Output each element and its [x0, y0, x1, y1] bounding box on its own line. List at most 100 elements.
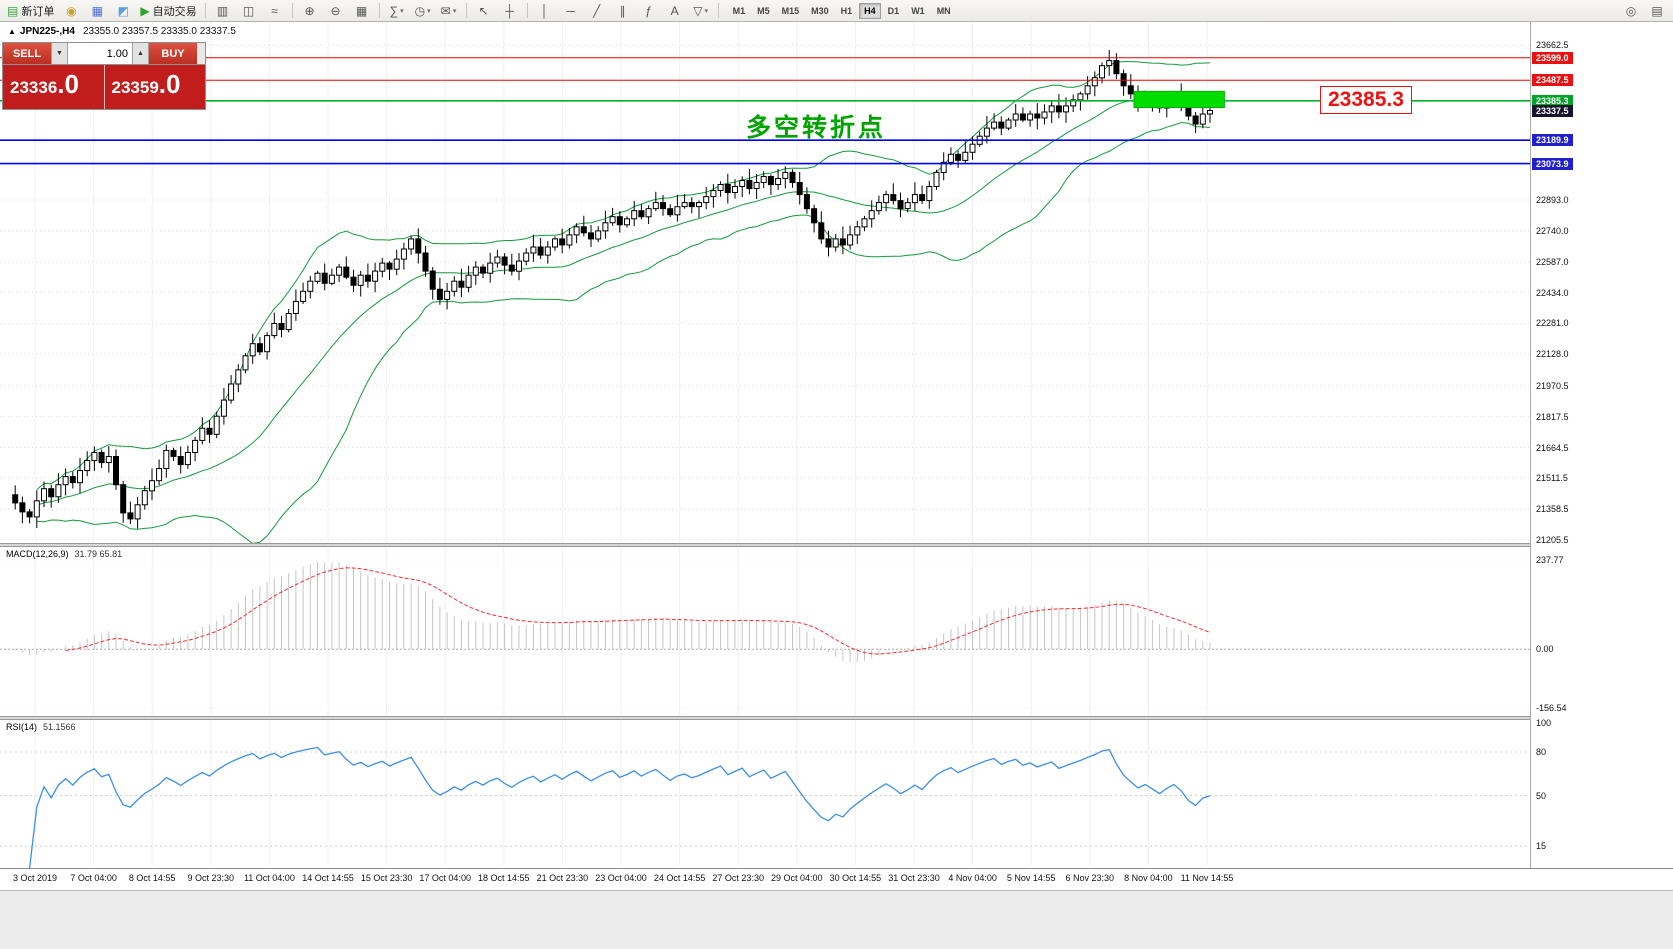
search-button[interactable]: ◎ — [1619, 1, 1643, 21]
horizontal-line-button[interactable]: ─ — [559, 1, 583, 21]
price-axis-label: 21511.5 — [1536, 473, 1568, 484]
chevron-down-icon: ▾ — [704, 7, 708, 15]
chart-plot[interactable] — [0, 22, 1673, 949]
periods-button[interactable]: ◷ ▾ — [411, 1, 435, 21]
time-axis-label: 24 Oct 14:55 — [653, 873, 706, 883]
time-axis-label: 4 Nov 04:00 — [948, 873, 997, 883]
timeframe-w1-button[interactable]: W1 — [911, 5, 925, 16]
crosshair-icon: ┼ — [505, 3, 514, 18]
bar-chart-button[interactable]: ▥ — [211, 1, 235, 21]
macd-values: 31.79 65.81 — [74, 549, 123, 559]
line-chart-button[interactable]: ≈ — [263, 1, 287, 21]
macd-axis-label: 0.00 — [1536, 644, 1554, 655]
panel-separator[interactable] — [0, 543, 1673, 547]
terminal-button[interactable]: ▦ — [85, 1, 109, 21]
price-tag: 23487.5 — [1532, 74, 1573, 87]
chevron-down-icon: ▾ — [427, 7, 431, 15]
price-axis-label: 21664.5 — [1536, 442, 1569, 453]
toolbar-separator — [291, 3, 293, 18]
time-axis-label: 31 Oct 23:30 — [888, 873, 940, 883]
zoom-out-button[interactable]: ⊖ — [324, 1, 348, 21]
arrows-button[interactable]: ▽ ▾ — [689, 1, 713, 21]
symbol-name: JPN225-,H4 — [19, 26, 75, 37]
autotrading-button[interactable]: ▶ 自动交易 — [140, 3, 197, 18]
time-axis[interactable]: 3 Oct 2019 7 Oct 04:00 8 Oct 14:55 9 Oct 23… — [0, 868, 1673, 890]
chart-annotation-text: 多空转折点 — [746, 114, 887, 142]
indicators-button[interactable]: ∑ ▾ — [385, 1, 409, 21]
symbol-info: ▲ JPN225-,H4 23355.0 23357.5 23335.0 23337… — [8, 26, 236, 37]
timeframe-m15-button[interactable]: M15 — [781, 5, 800, 16]
timeframe-mn-button[interactable]: MN — [936, 5, 951, 16]
crosshair-button[interactable]: ┼ — [498, 1, 522, 21]
price-axis-label: 22740.0 — [1536, 225, 1569, 236]
trendline-button[interactable]: ╱ — [585, 1, 609, 21]
tile-windows-button[interactable]: ▦ — [350, 1, 374, 21]
buy-price[interactable]: 23359.0 — [104, 65, 205, 109]
strategy-tester-button[interactable]: ◩ — [111, 1, 135, 21]
time-axis-label: 17 Oct 04:00 — [419, 873, 471, 883]
ohlc-values: 23355.0 23357.5 23335.0 23337.5 — [82, 26, 236, 37]
terminal-icon: ▦ — [91, 3, 104, 18]
vertical-line-button[interactable]: │ — [533, 1, 557, 21]
line-chart-icon: ≈ — [271, 3, 278, 18]
timeframe-m30-button[interactable]: M30 — [811, 5, 829, 16]
horizontal-line-icon: ─ — [566, 3, 575, 18]
price-axis-label: 23662.5 — [1536, 40, 1569, 50]
trendline-icon: ╱ — [592, 3, 601, 18]
time-axis-label: 11 Nov 14:55 — [1180, 873, 1234, 883]
candlestick-chart-button[interactable]: ◫ — [237, 1, 261, 21]
time-axis-label: 5 Nov 14:55 — [1006, 873, 1056, 883]
price-axis-label: 22434.0 — [1536, 287, 1569, 298]
search-icon: ◎ — [1625, 3, 1637, 18]
sell-price[interactable]: 23336.0 — [3, 65, 105, 109]
channel-icon: ∥ — [619, 3, 626, 18]
timeframe-d1-button[interactable]: D1 — [887, 5, 900, 16]
price-scale[interactable]: 23662.5 22893.0 22740.0 22587.0 22434.0 22281… — [1530, 22, 1673, 868]
timeframe-h1-button[interactable]: H1 — [840, 5, 853, 16]
timeframe-m1-button[interactable]: M1 — [732, 5, 746, 16]
macd-title: MACD(12,26,9) — [6, 549, 69, 559]
new-order-button[interactable]: ▤ 新订单 — [7, 3, 55, 18]
toolbar-separator — [717, 3, 719, 18]
timeframe-group: M1 M5 M15 M30 H1 H4 D1 W1 MN — [727, 2, 957, 19]
rsi-axis-label: 15 — [1536, 841, 1547, 852]
fibonacci-icon: ƒ — [645, 3, 652, 18]
autotrading-icon: ▶ — [140, 3, 150, 18]
panel-separator[interactable] — [0, 716, 1673, 720]
zoom-in-button[interactable]: ⊕ — [298, 1, 322, 21]
time-axis-label: 18 Oct 14:55 — [478, 873, 530, 883]
time-axis-label: 29 Oct 04:00 — [771, 873, 823, 883]
price-axis-label: 22281.0 — [1536, 318, 1569, 329]
toolbar-separator — [526, 3, 528, 18]
chart-area[interactable]: ▲ JPN225-,H4 23355.0 23357.5 23335.0 23337… — [0, 22, 1673, 949]
cursor-button[interactable]: ↖ — [472, 1, 496, 21]
price-axis-label: 21358.5 — [1536, 504, 1569, 515]
toolbar-right-group: ◎ ▤ — [1618, 1, 1670, 21]
time-axis-label: 27 Oct 23:30 — [712, 873, 764, 883]
text-button[interactable]: A — [663, 1, 687, 21]
volume-decrease-button[interactable]: ▼ — [51, 43, 68, 64]
indicators-icon: ∑ — [389, 3, 399, 18]
buy-button[interactable]: BUY — [149, 43, 197, 64]
fibonacci-button[interactable]: ƒ — [637, 1, 661, 21]
templates-button[interactable]: ✉ ▾ — [437, 1, 461, 21]
time-axis-label: 3 Oct 2019 — [12, 873, 58, 883]
layout-button[interactable]: ▤ — [1645, 1, 1669, 21]
time-axis-label: 23 Oct 04:00 — [595, 873, 647, 883]
price-axis-label: 22893.0 — [1536, 195, 1569, 205]
volume-increase-button[interactable]: ▲ — [132, 43, 149, 64]
time-axis-label: 6 Nov 23:30 — [1065, 873, 1115, 883]
volume-input[interactable] — [68, 43, 132, 64]
price-tag: 23189.9 — [1532, 134, 1573, 147]
text-icon: A — [670, 3, 679, 18]
channel-button[interactable]: ∥ — [611, 1, 635, 21]
timeframe-m5-button[interactable]: M5 — [757, 5, 770, 16]
time-axis-label: 15 Oct 23:30 — [360, 873, 413, 883]
zoom-out-icon: ⊖ — [330, 3, 341, 18]
price-callout-label: 23385.3 — [1320, 86, 1412, 114]
timeframe-h4-button[interactable]: H4 — [859, 2, 881, 19]
toolbar-separator — [465, 3, 467, 18]
sell-button[interactable]: SELL — [3, 43, 51, 64]
history-center-button[interactable]: ◉ — [59, 1, 83, 21]
layout-icon: ▤ — [1651, 3, 1663, 18]
